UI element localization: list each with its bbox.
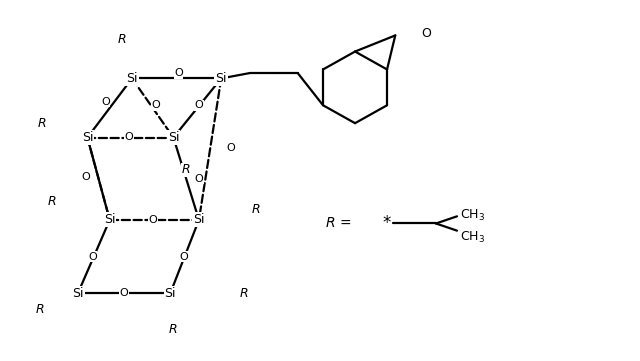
Text: Si: Si [126, 72, 138, 85]
Text: R: R [48, 196, 57, 209]
Text: Si: Si [72, 287, 84, 300]
Text: Si: Si [82, 131, 93, 144]
Text: O: O [120, 288, 128, 298]
Text: R: R [37, 117, 46, 130]
Text: R: R [239, 287, 248, 300]
Text: R: R [35, 303, 44, 316]
Text: O: O [227, 143, 235, 153]
Text: O: O [174, 68, 183, 78]
Text: O: O [88, 252, 97, 262]
Text: O: O [421, 27, 431, 40]
Text: R: R [118, 32, 127, 45]
Text: O: O [81, 172, 90, 182]
Text: Si: Si [104, 213, 115, 226]
Text: R =: R = [326, 217, 352, 230]
Text: O: O [195, 174, 204, 184]
Text: *: * [383, 214, 391, 232]
Text: O: O [195, 100, 204, 110]
Text: O: O [151, 100, 160, 110]
Text: Si: Si [164, 287, 176, 300]
Text: O: O [124, 132, 133, 142]
Text: O: O [101, 97, 109, 107]
Text: R: R [169, 323, 178, 336]
Text: CH$_3$: CH$_3$ [460, 208, 485, 223]
Text: R: R [252, 203, 260, 216]
Text: Si: Si [216, 72, 227, 85]
Text: R: R [182, 163, 191, 176]
Text: Si: Si [168, 131, 179, 144]
Text: O: O [179, 252, 188, 262]
Text: Si: Si [193, 213, 205, 226]
Text: CH$_3$: CH$_3$ [460, 230, 485, 245]
Text: O: O [148, 215, 157, 225]
